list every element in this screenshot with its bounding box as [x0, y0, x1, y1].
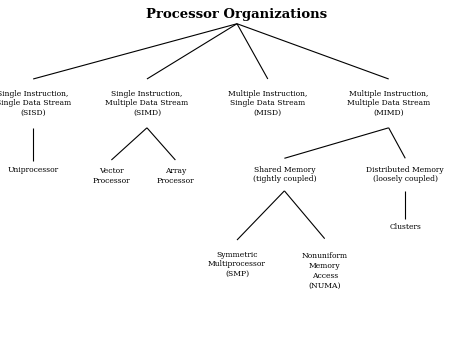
- Text: Single Instruction,
Single Data Stream
(SISD): Single Instruction, Single Data Stream (…: [0, 89, 71, 117]
- Text: Distributed Memory
(loosely coupled): Distributed Memory (loosely coupled): [366, 166, 444, 183]
- Text: Multiple Instruction,
Single Data Stream
(MISD): Multiple Instruction, Single Data Stream…: [228, 89, 308, 117]
- Text: Processor Organizations: Processor Organizations: [146, 8, 328, 21]
- Text: Array
Processor: Array Processor: [156, 167, 194, 185]
- Text: Symmetric
Multiprocessor
(SMP): Symmetric Multiprocessor (SMP): [208, 251, 266, 278]
- Text: Nonuniform
Memory
Access
(NUMA): Nonuniform Memory Access (NUMA): [301, 253, 348, 290]
- Text: Vector
Processor: Vector Processor: [92, 167, 130, 185]
- Text: Single Instruction,
Multiple Data Stream
(SIMD): Single Instruction, Multiple Data Stream…: [105, 89, 189, 117]
- Text: Uniprocessor: Uniprocessor: [8, 165, 59, 174]
- Text: Clusters: Clusters: [389, 223, 421, 231]
- Text: Shared Memory
(tightly coupled): Shared Memory (tightly coupled): [253, 166, 316, 183]
- Text: Multiple Instruction,
Multiple Data Stream
(MIMD): Multiple Instruction, Multiple Data Stre…: [347, 89, 430, 117]
